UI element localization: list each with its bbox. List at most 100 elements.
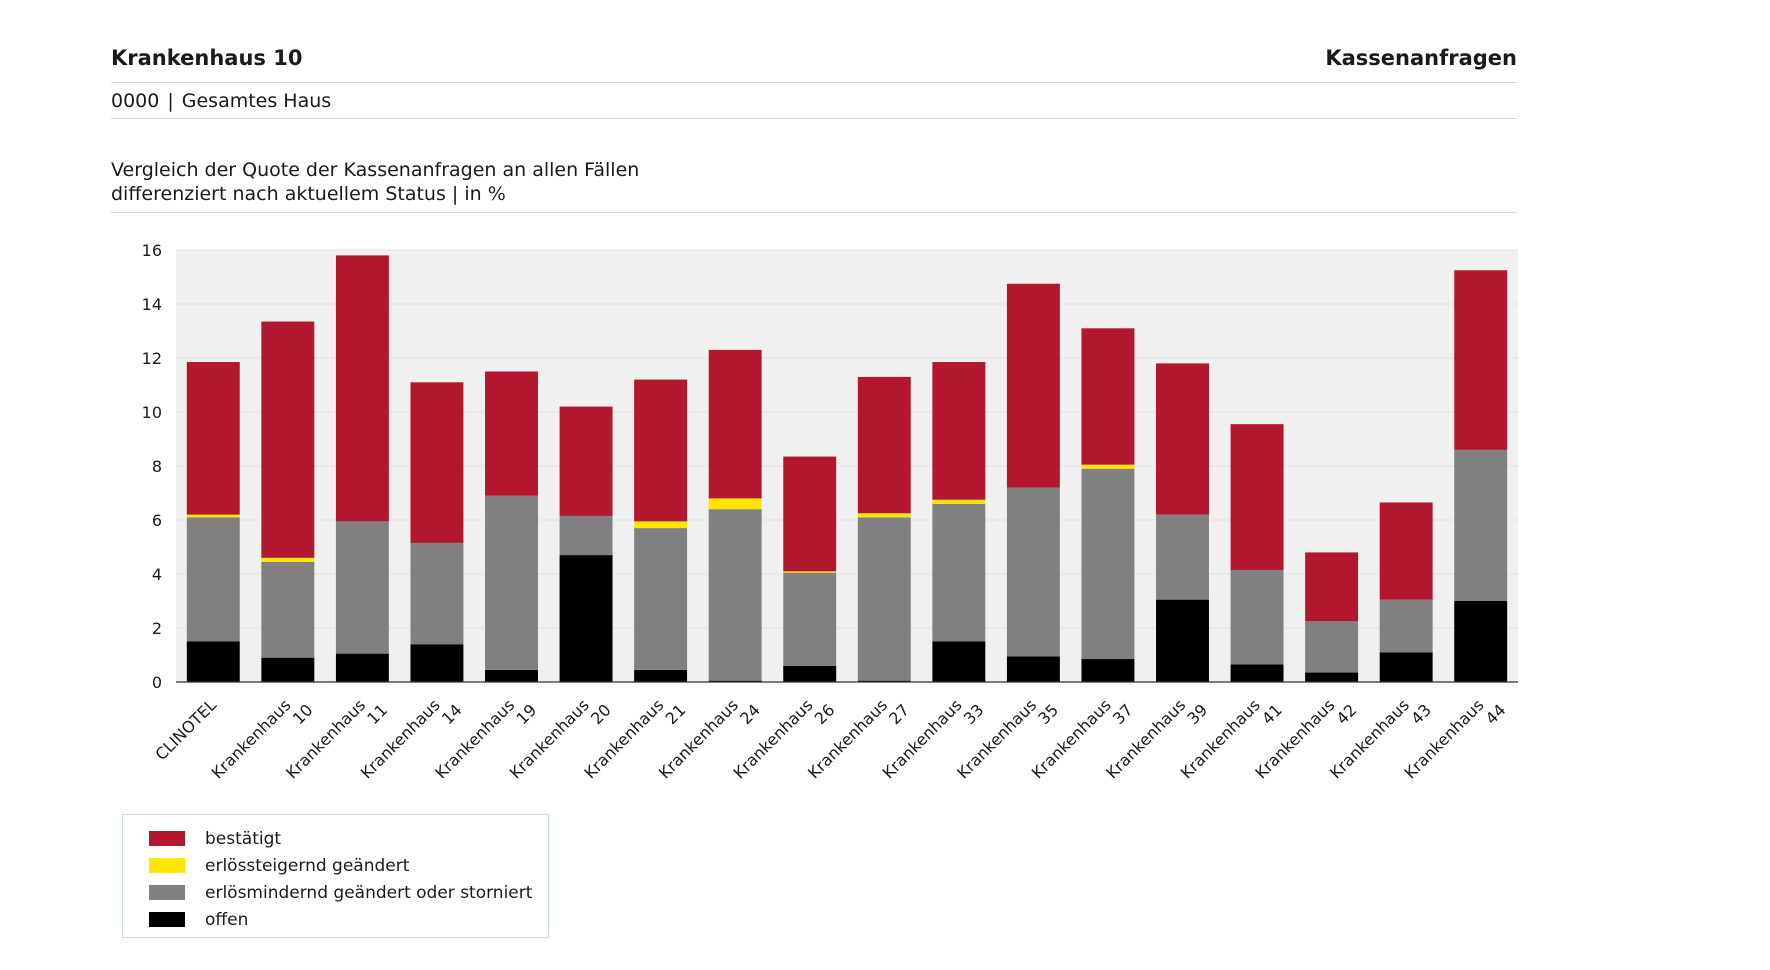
bar-segment [708,509,762,681]
chart-legend: bestätigt erlössteigernd geändert erlösmin… [122,814,549,938]
bar-segment [559,406,613,516]
bar-segment [1379,599,1433,653]
y-tick-label: 8 [152,457,162,476]
bar-segment [1454,601,1508,682]
bar-segment [1156,363,1209,515]
bar-segment [1379,652,1433,682]
bar-segment [783,571,837,573]
section-title: Kassenanfragen [1325,46,1517,70]
bar-segment [186,362,240,515]
bar-segment [485,495,538,670]
y-tick-label: 0 [152,673,162,692]
x-tick-label: Krankenhaus10 [208,687,317,796]
bar-segment [932,362,986,500]
bar-segment [634,521,688,529]
bar-segment [1006,656,1060,682]
bar-segment [1081,328,1135,465]
hospital-title: Krankenhaus 10 [111,46,303,70]
legend-swatch [149,912,185,927]
x-tick-label-line: 14 [438,700,466,728]
bar-segment [261,561,315,658]
title-row: Krankenhaus 10 Kassenanfragen [111,44,1517,83]
x-tick-label: Krankenhaus43 [1326,687,1435,796]
x-tick-label-line: 37 [1109,700,1137,728]
legend-swatch [149,831,185,846]
x-tick-label: Krankenhaus19 [431,687,540,796]
x-tick-label-line: 24 [736,700,764,728]
y-tick-label: 4 [152,565,162,584]
scope-separator: | [167,90,174,112]
x-tick-label-line: 42 [1333,700,1361,728]
x-tick-label-line: 44 [1482,700,1510,728]
legend-swatch [149,858,185,873]
legend-label: offen [205,910,249,930]
x-tick-label-line: 26 [811,700,839,728]
bar-segment [1230,569,1284,665]
bar-segment [261,557,315,562]
x-tick-label: Krankenhaus14 [357,687,466,796]
bar-segment [559,555,613,682]
x-tick-label: Krankenhaus11 [282,687,391,796]
bar-segment [1230,424,1284,570]
chart-caption: Vergleich der Quote der Kassenanfragen a… [111,158,1517,213]
bar-segment [1305,552,1359,622]
bar-segment [708,349,762,499]
x-tick-label-line: 33 [960,700,988,728]
legend-label: erlössteigernd geändert [205,856,410,876]
legend-label: bestätigt [205,829,282,849]
bar-segment [1081,464,1135,469]
bar-segment [634,669,688,682]
x-tick-label-line: 35 [1034,700,1062,728]
bar-segment [1156,599,1209,682]
bar-segment [335,521,389,654]
x-tick-label: Krankenhaus35 [953,687,1062,796]
x-tick-label-line: 20 [587,700,615,728]
legend-swatch [149,885,185,900]
bar-segment [186,641,240,682]
x-tick-label: Krankenhaus39 [1102,687,1211,796]
x-tick-label: Krankenhaus42 [1251,687,1360,796]
x-tick-label-line: 39 [1183,700,1211,728]
bar-segment [783,665,837,682]
bar-segment [410,542,464,645]
x-tick-label-line: 43 [1407,700,1435,728]
bar-segment [634,379,688,522]
scope-code: 0000 [111,90,160,112]
bar-segment [186,514,240,518]
bar-segment [186,517,240,642]
bar-segment [410,644,464,682]
x-tick-label: Krankenhaus41 [1177,687,1286,796]
bar-segment [261,321,315,558]
bar-segment [857,376,911,514]
legend-label: erlösmindernd geändert oder storniert [205,883,533,903]
scope-row: 0000 | Gesamtes Haus [111,88,1517,119]
bar-segment [783,456,837,572]
x-tick-label-line: 27 [885,700,913,728]
x-tick-label: CLINOTEL [151,695,220,764]
bar-segment [1230,664,1284,682]
bar-segment [932,499,986,504]
bar-segment [1454,270,1508,450]
caption-line-1: Vergleich der Quote der Kassenanfragen a… [111,159,640,181]
bar-segment [783,572,837,666]
x-tick-label-line: CLINOTEL [151,695,220,764]
bar-segment [1156,514,1209,600]
x-tick-label-line: 41 [1258,700,1286,728]
scope-label: Gesamtes Haus [181,90,332,112]
bar-segment [857,517,911,681]
x-tick-label: Krankenhaus21 [580,687,689,796]
bar-segment [485,669,538,682]
x-tick-label: Krankenhaus33 [879,687,988,796]
caption-line-2: differenziert nach aktuellem Status | in… [111,183,506,205]
x-tick-label-line: 19 [512,700,540,728]
x-tick-label: Krankenhaus24 [655,687,764,796]
bar-segment [634,528,688,670]
bar-segment [1454,449,1508,601]
bar-segment [485,371,538,496]
bar-segment [1305,621,1359,673]
y-tick-label: 6 [152,511,162,530]
bar-segment [857,513,911,518]
bar-segment [559,515,613,556]
bar-segment [932,641,986,682]
y-tick-label: 14 [142,295,162,314]
